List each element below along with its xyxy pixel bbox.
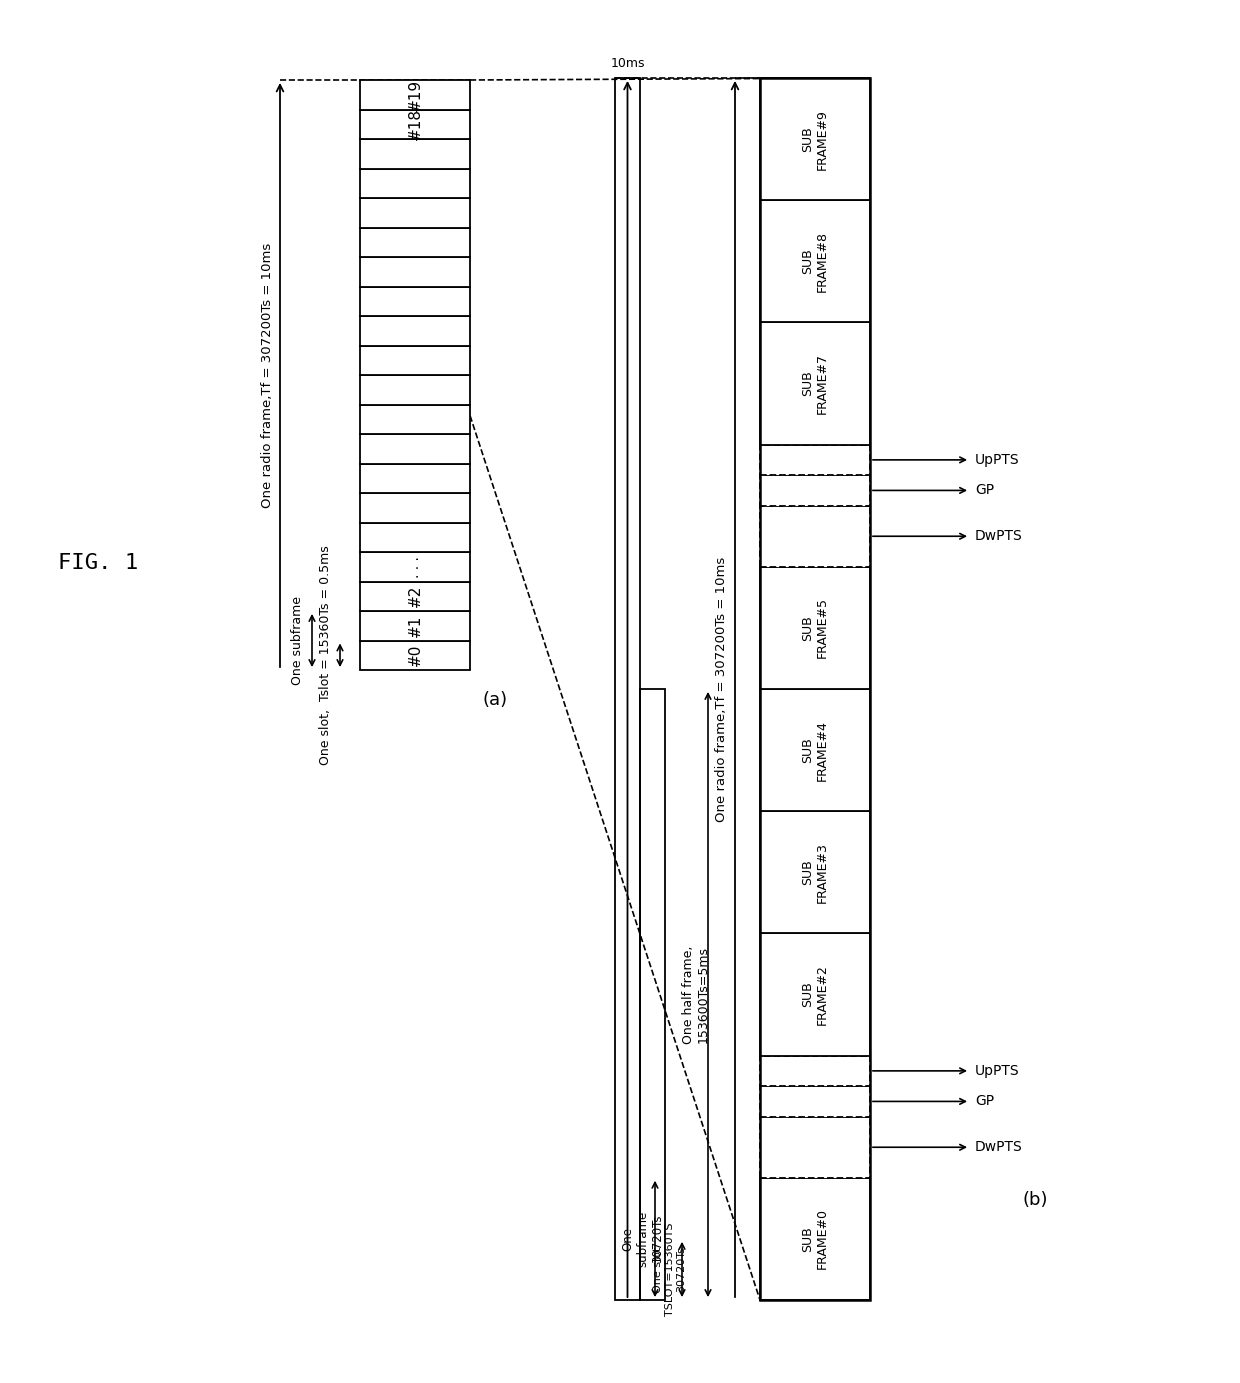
Bar	[360, 198, 470, 227]
Bar	[760, 77, 870, 1300]
Bar	[640, 689, 665, 1300]
Text: One subframe: One subframe	[291, 596, 304, 685]
Bar	[760, 934, 870, 1055]
Text: UpPTS: UpPTS	[975, 1064, 1019, 1077]
Bar	[760, 1055, 870, 1086]
Text: FIG. 1: FIG. 1	[58, 553, 138, 573]
Bar	[760, 689, 870, 812]
Bar	[360, 169, 470, 198]
Bar	[760, 322, 870, 444]
Bar	[760, 812, 870, 934]
Text: . . .: . . .	[408, 556, 422, 578]
Bar	[615, 77, 640, 1300]
Text: SUB
FRAME#0: SUB FRAME#0	[801, 1209, 830, 1270]
Bar	[760, 476, 870, 506]
Text: SUB
FRAME#4: SUB FRAME#4	[801, 719, 830, 780]
Bar	[760, 1116, 870, 1178]
Text: SUB
FRAME#7: SUB FRAME#7	[801, 353, 830, 414]
Text: One slot,  Tslot = 15360Ts = 0.5ms: One slot, Tslot = 15360Ts = 0.5ms	[319, 545, 332, 765]
Bar	[360, 552, 470, 581]
Bar	[360, 581, 470, 611]
Bar	[360, 434, 470, 463]
Bar	[760, 1086, 870, 1116]
Bar	[360, 286, 470, 315]
Text: SUB
FRAME#8: SUB FRAME#8	[801, 231, 830, 292]
Text: #1: #1	[408, 614, 423, 638]
Text: DwPTS: DwPTS	[975, 1140, 1023, 1155]
Bar	[360, 611, 470, 640]
Text: One radio frame,Tf = 307200Ts = 10ms: One radio frame,Tf = 307200Ts = 10ms	[714, 556, 728, 822]
Bar	[760, 506, 870, 567]
Text: One slot
TSLOT=15360TS
30720Ts: One slot TSLOT=15360TS 30720Ts	[653, 1223, 687, 1317]
Bar	[360, 404, 470, 434]
Text: (b): (b)	[1022, 1191, 1048, 1209]
Bar	[360, 463, 470, 492]
Text: UpPTS: UpPTS	[975, 452, 1019, 467]
Bar	[760, 201, 870, 322]
Text: GP: GP	[975, 1094, 994, 1108]
Text: DwPTS: DwPTS	[975, 530, 1023, 544]
Text: SUB
FRAME#2: SUB FRAME#2	[801, 964, 830, 1025]
Text: One
subframe
30720Ts: One subframe 30720Ts	[621, 1210, 665, 1267]
Text: One half frame,
153600Ts=5ms: One half frame, 153600Ts=5ms	[682, 946, 711, 1044]
Text: One radio frame,Tf = 307200Ts = 10ms: One radio frame,Tf = 307200Ts = 10ms	[262, 242, 274, 508]
Bar	[360, 257, 470, 286]
Text: #18: #18	[408, 108, 423, 140]
Bar	[760, 567, 870, 689]
Text: GP: GP	[975, 484, 994, 498]
Bar	[360, 227, 470, 257]
Text: SUB
FRAME#3: SUB FRAME#3	[801, 842, 830, 903]
Bar	[760, 1178, 870, 1300]
Bar	[360, 492, 470, 523]
Bar	[360, 523, 470, 552]
Text: (a): (a)	[482, 692, 507, 709]
Text: #19: #19	[408, 79, 423, 111]
Text: #0: #0	[408, 644, 423, 667]
Text: SUB
FRAME#9: SUB FRAME#9	[801, 109, 830, 170]
Bar	[360, 375, 470, 404]
Bar	[360, 109, 470, 140]
Bar	[760, 77, 870, 201]
Bar	[360, 315, 470, 346]
Text: SUB
FRAME#5: SUB FRAME#5	[801, 597, 830, 658]
Text: #2: #2	[408, 585, 423, 607]
Bar	[760, 444, 870, 476]
Text: 10ms: 10ms	[610, 57, 645, 71]
Bar	[360, 640, 470, 669]
Bar	[360, 140, 470, 169]
Bar	[360, 346, 470, 375]
Bar	[360, 80, 470, 109]
